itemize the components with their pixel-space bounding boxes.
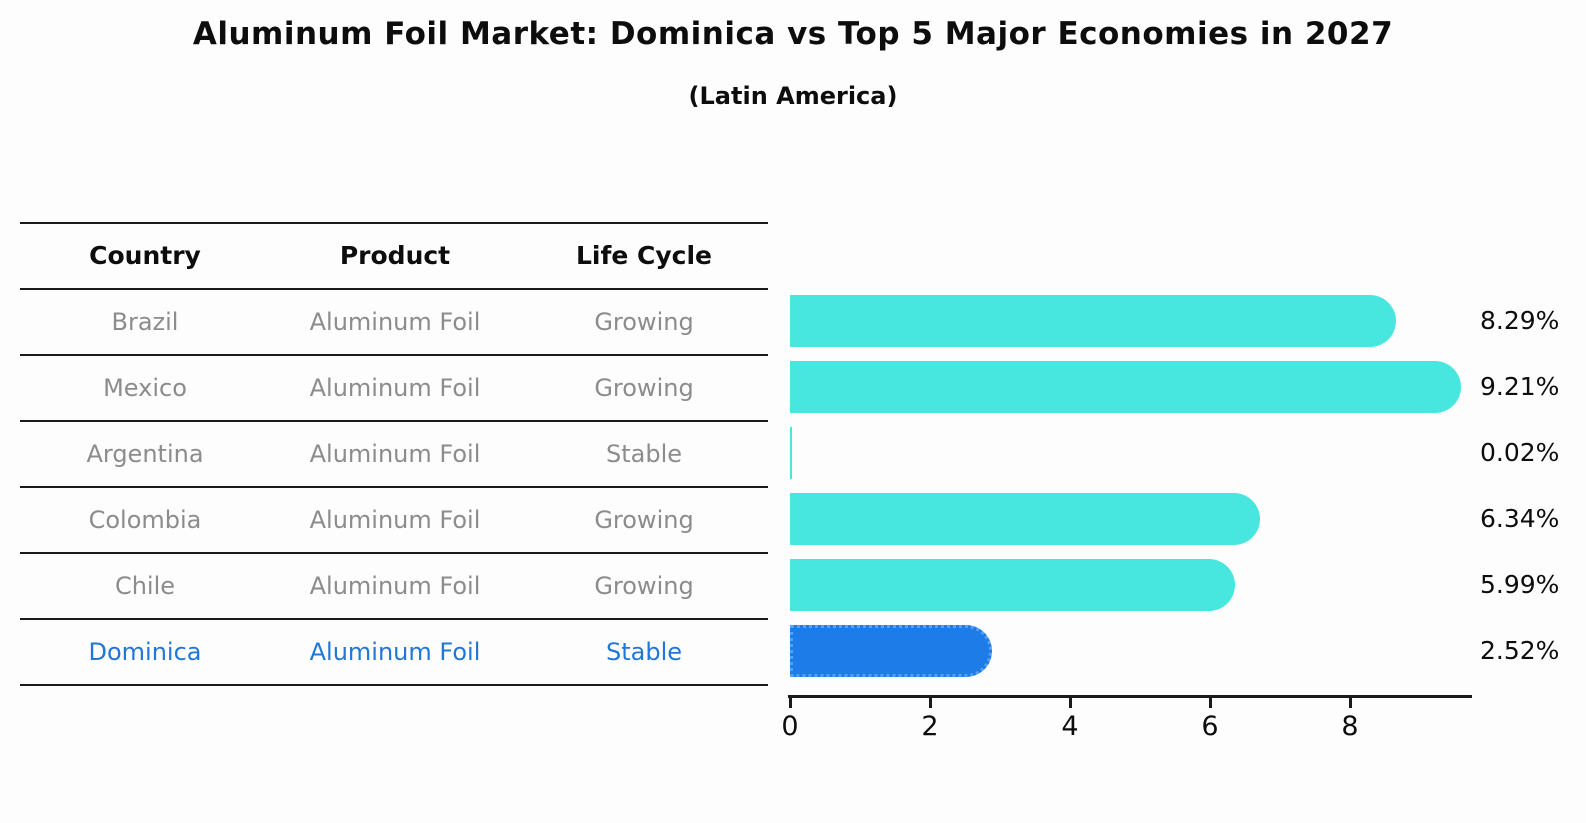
bar-brazil bbox=[790, 295, 1397, 347]
table-header-row: Country Product Life Cycle bbox=[20, 224, 768, 290]
page-title: Aluminum Foil Market: Dominica vs Top 5 … bbox=[192, 16, 1394, 52]
x-tick-mark bbox=[789, 697, 792, 708]
bar-value-label: 8.29% bbox=[1480, 306, 1560, 335]
table-row: Brazil Aluminum Foil Growing bbox=[20, 290, 768, 356]
cell-country: Brazil bbox=[111, 308, 179, 336]
x-tick-label: 8 bbox=[1341, 711, 1359, 742]
bar-dominica-highlighted bbox=[790, 625, 993, 677]
cell-product: Aluminum Foil bbox=[309, 572, 481, 600]
cell-life-cycle: Stable bbox=[605, 440, 683, 468]
bar-row: 2.52% bbox=[790, 618, 1586, 684]
x-tick-mark bbox=[1209, 697, 1212, 708]
table-row: Chile Aluminum Foil Growing bbox=[20, 554, 768, 620]
bar-value-label: 0.02% bbox=[1480, 438, 1560, 467]
bar-colombia bbox=[790, 493, 1260, 545]
page-subtitle: (Latin America) bbox=[688, 82, 898, 110]
cell-country: Dominica bbox=[88, 638, 202, 666]
bar-row: 0.02% bbox=[790, 420, 1586, 486]
bar-row: 8.29% bbox=[790, 288, 1586, 354]
x-tick-mark bbox=[929, 697, 932, 708]
cell-life-cycle: Growing bbox=[594, 506, 694, 534]
x-axis-ticks: 0 2 4 6 8 bbox=[781, 697, 1474, 747]
country-table: Country Product Life Cycle Brazil Alumin… bbox=[20, 222, 768, 686]
cell-life-cycle: Stable bbox=[605, 638, 683, 666]
x-tick-label: 2 bbox=[921, 711, 939, 742]
x-tick-label: 0 bbox=[781, 711, 799, 742]
x-tick-label: 6 bbox=[1201, 711, 1219, 742]
bar-value-label: 2.52% bbox=[1480, 636, 1560, 665]
cell-product: Aluminum Foil bbox=[309, 308, 481, 336]
cell-life-cycle: Growing bbox=[594, 374, 694, 402]
cell-country: Mexico bbox=[103, 374, 187, 402]
bar-mexico bbox=[790, 361, 1461, 413]
bar-chile bbox=[790, 559, 1236, 611]
cell-product: Aluminum Foil bbox=[309, 440, 481, 468]
column-header-life-cycle: Life Cycle bbox=[575, 241, 713, 270]
x-axis-line bbox=[788, 695, 1472, 698]
bar-value-label: 5.99% bbox=[1480, 570, 1560, 599]
x-tick-mark bbox=[1069, 697, 1072, 708]
column-header-country: Country bbox=[89, 241, 201, 270]
table-row: Mexico Aluminum Foil Growing bbox=[20, 356, 768, 422]
bar-value-label: 9.21% bbox=[1480, 372, 1560, 401]
x-tick-label: 4 bbox=[1061, 711, 1079, 742]
x-tick-mark bbox=[1349, 697, 1352, 708]
bar-row: 6.34% bbox=[790, 486, 1586, 552]
column-header-product: Product bbox=[339, 241, 451, 270]
cell-country: Chile bbox=[114, 572, 176, 600]
bar-argentina bbox=[790, 427, 792, 479]
cell-product: Aluminum Foil bbox=[309, 374, 481, 402]
bar-value-label: 6.34% bbox=[1480, 504, 1560, 533]
cell-country: Colombia bbox=[88, 506, 202, 534]
cell-life-cycle: Growing bbox=[594, 308, 694, 336]
table-row: Argentina Aluminum Foil Stable bbox=[20, 422, 768, 488]
cell-country: Argentina bbox=[86, 440, 204, 468]
cell-life-cycle: Growing bbox=[594, 572, 694, 600]
table-row: Colombia Aluminum Foil Growing bbox=[20, 488, 768, 554]
cell-product: Aluminum Foil bbox=[309, 506, 481, 534]
bar-chart: 8.29% 9.21% 0.02% 6.34% 5.99% 2.52% bbox=[790, 288, 1586, 684]
bar-row: 5.99% bbox=[790, 552, 1586, 618]
cell-product: Aluminum Foil bbox=[309, 638, 481, 666]
bar-row: 9.21% bbox=[790, 354, 1586, 420]
table-row-dominica: Dominica Aluminum Foil Stable bbox=[20, 620, 768, 686]
